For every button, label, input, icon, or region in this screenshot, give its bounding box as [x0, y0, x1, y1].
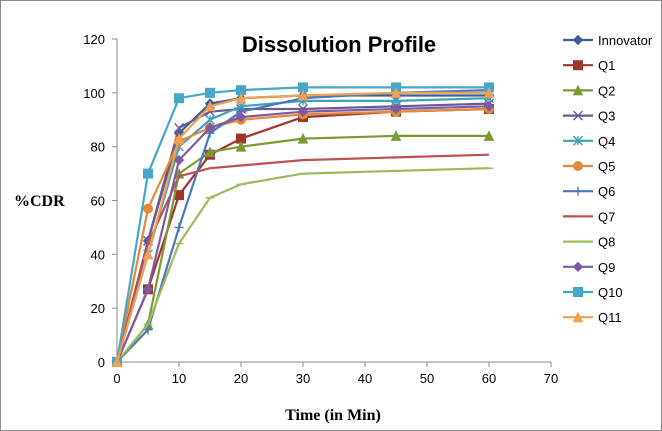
x-tick-label: 30 — [296, 371, 310, 386]
series-q10-point — [174, 93, 184, 104]
legend-q9-marker — [572, 261, 584, 273]
series-q10-line — [115, 86, 489, 363]
legend-innovator: Innovator — [563, 33, 653, 48]
x-tick-label: 20 — [234, 371, 248, 386]
legend-q5-label: Q5 — [598, 159, 615, 174]
series-q11-group — [111, 87, 495, 367]
series-q9-point — [483, 101, 495, 112]
legend-q10: Q10 — [563, 285, 623, 300]
legend-q1: Q1 — [563, 58, 615, 73]
legend-q7: Q7 — [563, 209, 615, 224]
legend-q6-marker — [573, 186, 583, 196]
series-q6-line — [116, 89, 490, 363]
series-q10-point — [143, 168, 153, 179]
series-q2-line — [116, 134, 489, 363]
y-tick-label: 80 — [91, 140, 105, 155]
series-q9-point — [142, 284, 154, 295]
legend-q5-marker — [573, 161, 583, 171]
legend-q2: Q2 — [563, 83, 615, 98]
legend-q7-label: Q7 — [598, 209, 615, 224]
series-q11-point — [142, 248, 154, 260]
legend-q4-marker — [573, 135, 583, 146]
y-tick-label: 20 — [91, 301, 105, 316]
x-tick-label: 0 — [113, 371, 120, 386]
series-q9-line — [115, 105, 490, 363]
series-q3-line — [115, 102, 490, 363]
legend-q10-marker — [573, 287, 583, 297]
series-q11-point — [173, 132, 185, 144]
series-q9-point — [173, 154, 185, 166]
legend-q10-label: Q10 — [598, 285, 623, 300]
legend-q3: Q3 — [563, 109, 615, 124]
legend-q3-marker — [573, 110, 583, 121]
series-innovator-group — [111, 90, 495, 368]
series-q9-point — [390, 103, 402, 115]
series-q5-group — [112, 103, 494, 367]
legend-q8-label: Q8 — [598, 235, 615, 250]
x-tick-label: 70 — [544, 371, 558, 386]
series-q3-point — [174, 122, 184, 133]
chart-title: Dissolution Profile — [242, 32, 436, 57]
y-tick-label: 0 — [98, 355, 105, 370]
legend-q3-label: Q3 — [598, 109, 615, 124]
series-q11-point — [235, 92, 247, 104]
x-tick-label: 10 — [172, 371, 186, 386]
y-tick-label: 60 — [91, 194, 105, 209]
legend-q4: Q4 — [563, 134, 615, 149]
legend-q6: Q6 — [563, 184, 615, 199]
series-q2-point — [235, 141, 247, 152]
legend-q9-label: Q9 — [598, 260, 615, 275]
series-q6-point — [143, 325, 153, 335]
x-tick-label: 50 — [420, 371, 434, 386]
y-tick-label: 120 — [83, 32, 105, 47]
series-q11-point — [297, 89, 309, 101]
x-tick-label: 40 — [358, 371, 372, 386]
series-q8-line — [116, 167, 490, 363]
series-q11-point — [483, 87, 495, 98]
series-q2-point — [483, 130, 495, 141]
series-q1-group — [112, 103, 494, 367]
series-q5-line — [115, 107, 490, 363]
series-q6-point — [174, 222, 184, 232]
legend-q1-marker — [573, 60, 583, 71]
series-q5-point — [143, 203, 153, 214]
series-q9-point — [297, 106, 309, 117]
legend-innovator-label: Innovator — [598, 33, 653, 48]
legend-q2-label: Q2 — [598, 83, 615, 98]
legend-innovator-marker — [572, 34, 584, 46]
series-q11-point — [390, 87, 402, 98]
series-q2-point — [204, 146, 216, 158]
legend-q9: Q9 — [563, 260, 615, 275]
legend-q11: Q11 — [563, 310, 622, 325]
series-q9-point — [235, 111, 247, 123]
legend-q2-marker — [572, 84, 584, 96]
y-tick-label: 40 — [91, 247, 105, 262]
series-q11-point — [204, 100, 216, 112]
y-tick-label: 100 — [83, 86, 105, 101]
legend-q11-marker — [572, 311, 584, 323]
x-tick-label: 60 — [482, 371, 496, 386]
series-q11-line — [115, 91, 489, 363]
legend-q5: Q5 — [563, 159, 615, 174]
series-q9-point — [204, 122, 216, 134]
series-q10-point — [205, 87, 215, 98]
legend-q8: Q8 — [563, 235, 615, 250]
x-axis-title: Time (in Min) — [285, 407, 381, 424]
y-axis-title: %CDR — [14, 193, 65, 210]
legend-q11-label: Q11 — [598, 310, 622, 325]
legend-q4-label: Q4 — [598, 134, 615, 149]
series-q11-point — [111, 356, 123, 367]
series-q2-point — [390, 130, 402, 141]
legend-q1-label: Q1 — [598, 58, 615, 73]
legend-q6-label: Q6 — [598, 184, 615, 199]
series-q2-point — [297, 132, 309, 144]
